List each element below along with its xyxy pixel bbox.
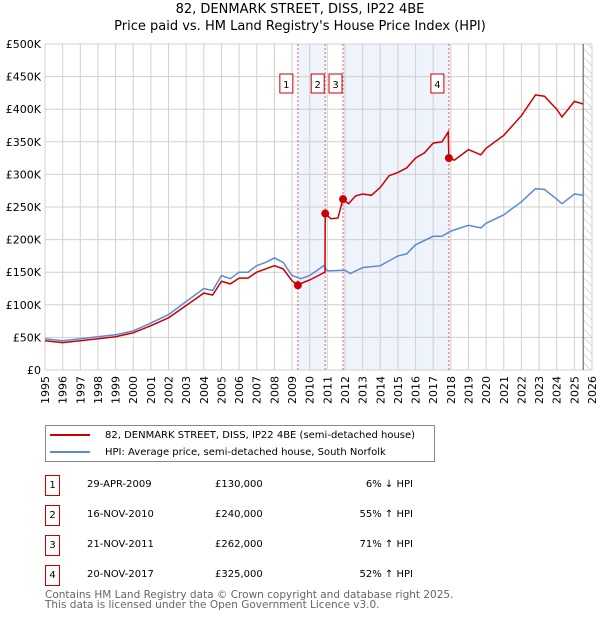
sale-label: 1 — [283, 80, 289, 91]
x-tick-label: 2013 — [357, 376, 370, 404]
y-tick-label: £200K — [6, 234, 42, 247]
y-tick-label: £100K — [6, 299, 42, 312]
x-tick-label: 2000 — [127, 376, 140, 404]
footer: Contains HM Land Registry data © Crown c… — [45, 589, 454, 611]
x-tick-label: 2004 — [198, 376, 211, 404]
legend-item-hpi: HPI: Average price, semi-detached house,… — [50, 444, 386, 460]
sale-label-box — [328, 73, 343, 94]
legend: 82, DENMARK STREET, DISS, IP22 4BE (semi… — [45, 425, 435, 462]
sale-marker-badge: 4 — [45, 565, 60, 586]
x-tick-label: 2009 — [286, 376, 299, 404]
x-tick-label: 2006 — [233, 376, 246, 404]
sale-marker-badge: 3 — [45, 535, 60, 556]
sale-point — [321, 209, 330, 218]
sale-label-box — [279, 73, 294, 94]
footer-licence: This data is licensed under the Open Gov… — [45, 599, 380, 611]
sale-hpi-diff: 6% ↓ HPI — [365, 479, 413, 490]
x-tick-label: 1999 — [110, 376, 123, 404]
x-tick-label: 2019 — [462, 376, 475, 404]
x-tick-label: 1996 — [57, 376, 70, 404]
sale-point — [293, 281, 302, 290]
x-tick-label: 2023 — [533, 376, 546, 404]
y-tick-label: £400K — [6, 103, 42, 116]
x-tick-label: 2022 — [515, 376, 528, 404]
y-tick-label: £350K — [6, 136, 42, 149]
sale-price: £240,000 — [215, 509, 263, 520]
sale-price: £130,000 — [215, 479, 263, 490]
x-tick-label: 2014 — [374, 376, 387, 404]
table-row: 4 20-NOV-2017 £325,000 52% ↑ HPI — [45, 565, 465, 586]
x-tick-label: 2002 — [163, 376, 176, 404]
x-tick-label: 2001 — [145, 376, 158, 404]
x-tick-label: 2012 — [339, 376, 352, 404]
legend-line-blue — [50, 451, 90, 453]
x-tick-label: 2021 — [498, 376, 511, 404]
y-tick-label: £300K — [6, 168, 42, 181]
y-tick-label: £50K — [13, 331, 42, 344]
x-tick-label: 2024 — [551, 376, 564, 404]
legend-label: HPI: Average price, semi-detached house,… — [105, 446, 386, 458]
x-tick-label: 2018 — [445, 376, 458, 404]
sale-point — [444, 154, 453, 163]
sale-date: 29-APR-2009 — [87, 479, 152, 490]
series-line — [44, 187, 584, 342]
sale-hpi-diff: 71% ↑ HPI — [359, 539, 413, 550]
x-tick-label: 2005 — [215, 376, 228, 404]
sale-point — [339, 195, 348, 204]
series-line — [44, 94, 584, 344]
legend-item-property: 82, DENMARK STREET, DISS, IP22 4BE (semi… — [50, 427, 415, 443]
sale-label: 4 — [434, 80, 440, 91]
sale-date: 16-NOV-2010 — [87, 509, 154, 520]
x-tick-label: 1997 — [74, 376, 87, 404]
legend-line-red — [50, 434, 90, 436]
x-tick-label: 2025 — [568, 376, 581, 404]
table-row: 2 16-NOV-2010 £240,000 55% ↑ HPI — [45, 505, 465, 526]
sale-price: £325,000 — [215, 569, 263, 580]
chart-title: 82, DENMARK STREET, DISS, IP22 4BE — [175, 2, 425, 17]
y-tick-label: £0 — [27, 364, 41, 377]
legend-label: 82, DENMARK STREET, DISS, IP22 4BE (semi… — [105, 429, 416, 441]
sale-label-box — [310, 73, 325, 94]
sale-label: 2 — [315, 80, 321, 91]
table-row: 1 29-APR-2009 £130,000 6% ↓ HPI — [45, 475, 465, 496]
x-tick-label: 2026 — [586, 376, 599, 404]
x-tick-label: 2016 — [410, 376, 423, 404]
y-tick-label: £150K — [6, 266, 42, 279]
chart-subtitle: Price paid vs. HM Land Registry's House … — [114, 19, 486, 34]
table-row: 3 21-NOV-2011 £262,000 71% ↑ HPI — [45, 535, 465, 556]
x-tick-label: 2003 — [180, 376, 193, 404]
y-tick-label: £250K — [6, 201, 42, 214]
sale-date: 20-NOV-2017 — [87, 569, 154, 580]
sale-hpi-diff: 52% ↑ HPI — [359, 569, 413, 580]
price-chart: 1995 1996 1997 1998 1999 2000 2001 2002 2003 2004… — [6, 38, 599, 404]
sale-date: 21-NOV-2011 — [87, 539, 154, 550]
sale-label-box — [430, 73, 445, 94]
x-tick-label: 1998 — [92, 376, 105, 404]
x-tick-label: 2008 — [268, 376, 281, 404]
x-tick-label: 2011 — [321, 376, 334, 404]
x-tick-label: 2007 — [251, 376, 264, 404]
sale-label: 3 — [332, 80, 338, 91]
y-tick-label: £450K — [6, 71, 42, 84]
footer-copyright: Contains HM Land Registry data © Crown c… — [45, 589, 454, 601]
x-tick-label: 2010 — [304, 376, 317, 404]
x-tick-label: 2015 — [392, 376, 405, 404]
x-tick-label: 1995 — [39, 376, 52, 404]
sale-price: £262,000 — [215, 539, 263, 550]
sale-marker-badge: 1 — [45, 475, 60, 496]
sale-marker-badge: 2 — [45, 505, 60, 526]
sale-hpi-diff: 55% ↑ HPI — [359, 509, 413, 520]
y-tick-label: £500K — [6, 38, 42, 51]
x-tick-label: 2017 — [427, 376, 440, 404]
x-tick-label: 2020 — [480, 376, 493, 404]
